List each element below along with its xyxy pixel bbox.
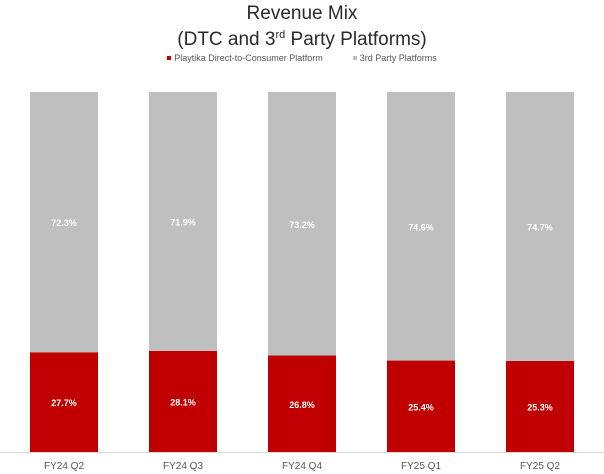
bar-third-party-2 bbox=[149, 92, 217, 351]
legend-swatch-third-party bbox=[352, 56, 357, 60]
bar-dtc-4 bbox=[387, 360, 455, 452]
bar-dtc-3 bbox=[268, 355, 336, 452]
x-tick-label-1: FY24 Q2 bbox=[44, 461, 84, 472]
legend-label-third-party: 3rd Party Platforms bbox=[359, 53, 437, 63]
data-label-third-party-5: 74.7% bbox=[527, 222, 553, 232]
chart-legend: Playtika Direct-to-Consumer Platform 3rd… bbox=[0, 51, 604, 65]
legend-item-third-party: 3rd Party Platforms bbox=[352, 51, 437, 65]
bar-third-party-5 bbox=[506, 92, 574, 361]
data-label-third-party-3: 73.2% bbox=[289, 220, 315, 230]
bar-dtc-5 bbox=[506, 360, 574, 452]
data-label-third-party-4: 74.6% bbox=[408, 222, 434, 232]
bar-dtc-2 bbox=[149, 350, 217, 452]
data-label-dtc-2: 28.1% bbox=[170, 397, 196, 407]
data-label-dtc-4: 25.4% bbox=[408, 402, 434, 412]
x-tick-label-2: FY24 Q3 bbox=[163, 461, 203, 472]
x-tick-label-5: FY25 Q2 bbox=[520, 461, 560, 472]
bar-dtc-1 bbox=[30, 352, 98, 452]
x-tick-label-3: FY24 Q4 bbox=[282, 461, 322, 472]
chart-title: Revenue Mix bbox=[246, 3, 358, 24]
legend-label-dtc: Playtika Direct-to-Consumer Platform bbox=[174, 53, 323, 63]
legend-swatch-dtc bbox=[167, 56, 172, 60]
chart-subtitle: (DTC and 3rd Party Platforms) bbox=[177, 29, 427, 50]
bar-third-party-1 bbox=[30, 92, 98, 353]
bar-third-party-3 bbox=[268, 92, 336, 356]
data-label-third-party-2: 71.9% bbox=[170, 217, 196, 227]
data-label-dtc-1: 27.7% bbox=[51, 398, 77, 408]
bar-third-party-4 bbox=[387, 92, 455, 361]
data-label-dtc-5: 25.3% bbox=[527, 402, 553, 412]
x-tick-label-4: FY25 Q1 bbox=[401, 461, 441, 472]
data-label-third-party-1: 72.3% bbox=[51, 218, 77, 228]
data-label-dtc-3: 26.8% bbox=[289, 400, 315, 410]
legend-item-dtc: Playtika Direct-to-Consumer Platform bbox=[167, 51, 323, 65]
